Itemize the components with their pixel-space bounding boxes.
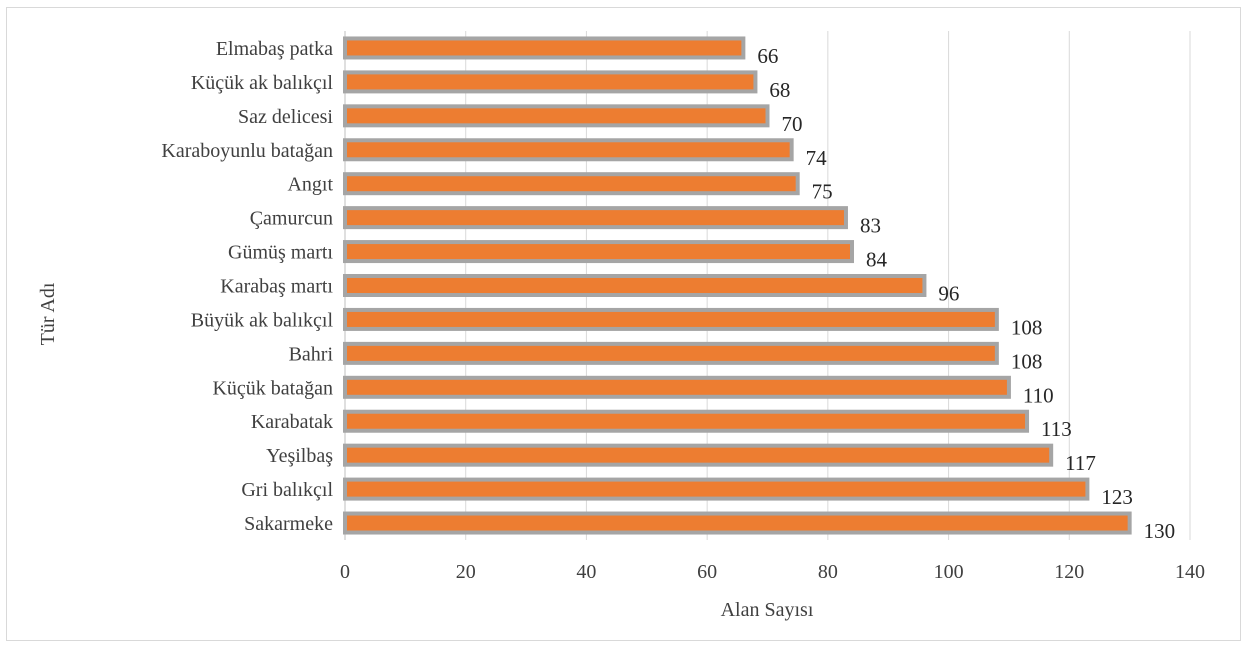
category-label: Büyük ak balıkçıl [191, 309, 334, 331]
category-label: Sakarmeke [244, 513, 333, 535]
category-label: Yeşilbaş [266, 445, 333, 467]
bar [343, 138, 794, 162]
category-label: Saz delicesi [238, 106, 333, 128]
data-label: 113 [1041, 417, 1072, 441]
bar [343, 36, 746, 60]
x-tick-label: 20 [456, 561, 476, 583]
data-label: 83 [860, 214, 881, 238]
bar [343, 409, 1030, 433]
data-label: 66 [757, 44, 778, 68]
data-label: 117 [1065, 451, 1096, 475]
category-label: Karabaş martı [220, 276, 333, 298]
data-label: 130 [1144, 519, 1176, 543]
bar [343, 341, 999, 365]
data-label: 84 [866, 248, 888, 272]
bars [343, 36, 1132, 535]
data-label: 75 [812, 180, 833, 204]
x-tick-label: 140 [1175, 561, 1205, 583]
category-label: Küçük batağan [212, 377, 333, 399]
bar [343, 70, 758, 94]
x-tick-label: 40 [576, 561, 596, 583]
category-label: Gümüş martı [228, 242, 333, 264]
category-label: Angıt [287, 174, 333, 196]
bar [343, 206, 848, 230]
bar [343, 511, 1132, 535]
bar [343, 240, 854, 264]
category-label: Elmabaş patka [216, 38, 333, 60]
category-labels: Elmabaş patka Küçük ak balıkçıl Saz delice… [161, 38, 333, 535]
data-label: 110 [1023, 383, 1054, 407]
bar [343, 477, 1090, 501]
data-label: 74 [806, 146, 828, 170]
x-tick-label: 0 [340, 561, 350, 583]
category-label: Çamurcun [250, 208, 333, 230]
data-label: 70 [782, 112, 803, 136]
data-label: 96 [938, 282, 959, 306]
category-label: Küçük ak balıkçıl [191, 72, 334, 94]
bar [343, 172, 800, 196]
category-label: Karabatak [251, 411, 333, 433]
x-tick-label: 100 [934, 561, 964, 583]
bar [343, 104, 770, 128]
data-label: 108 [1011, 315, 1043, 339]
y-axis-title: Tür Adı [37, 282, 59, 345]
data-label: 108 [1011, 349, 1043, 373]
category-label: Bahri [289, 343, 334, 365]
data-label: 123 [1101, 485, 1133, 509]
bar [343, 443, 1054, 467]
bar [343, 307, 999, 331]
bar [343, 274, 927, 297]
bar [343, 375, 1011, 399]
category-label: Gri balıkçıl [241, 479, 333, 501]
category-label: Karaboyunlu batağan [161, 140, 333, 162]
x-tick-label: 60 [697, 561, 717, 583]
x-tick-label: 120 [1054, 561, 1084, 583]
x-tick-labels: 0 20 40 60 80 100 120 140 [340, 561, 1205, 583]
x-axis-title: Alan Sayısı [721, 599, 814, 621]
x-tick-label: 80 [818, 561, 838, 583]
data-label: 68 [769, 78, 790, 102]
